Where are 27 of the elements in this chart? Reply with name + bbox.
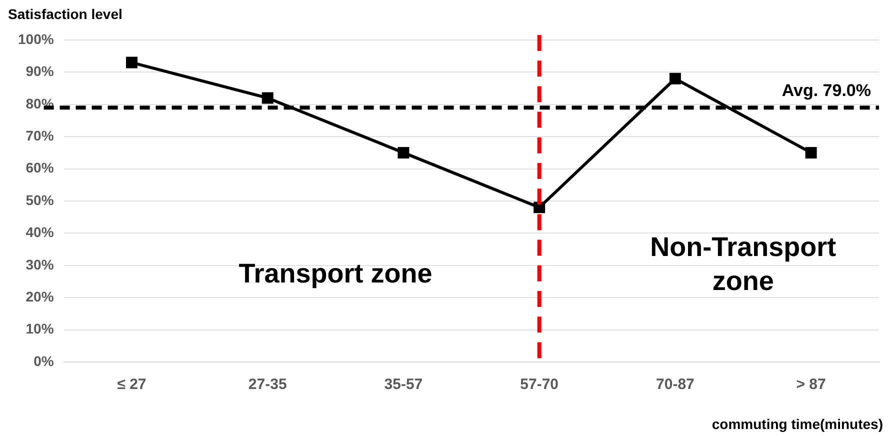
point [126, 56, 138, 68]
y-tick-label: 60% [26, 160, 54, 176]
y-tick-label: 90% [26, 63, 54, 80]
y-tick-label: 30% [26, 256, 54, 272]
point [398, 146, 410, 158]
annotation: Transport zone [238, 258, 432, 289]
point [805, 146, 817, 158]
y-tick-label: 100% [18, 30, 54, 47]
y-tick-label: 10% [26, 320, 54, 337]
y-tick-label: 20% [26, 288, 54, 304]
point [669, 72, 681, 84]
y-tick-label: 0% [34, 352, 54, 369]
y-tick-label: 70% [26, 127, 54, 144]
y-tick-label: 50% [26, 192, 54, 208]
point [534, 202, 546, 214]
x-tick-label: 27-35 [248, 376, 287, 394]
x-tick-label: 70-87 [656, 376, 694, 394]
point [262, 92, 274, 104]
x-tick-label: ≤ 27 [117, 376, 146, 394]
ref-line-label: Avg. 79.0% [782, 80, 871, 100]
x-tick-label: 57-70 [520, 376, 559, 394]
annotation: Non-Transport zone [650, 232, 836, 296]
y-axis-title: Satisfaction level [8, 6, 122, 22]
x-tick-label: 35-57 [384, 376, 423, 394]
y-tick-label: 40% [26, 224, 54, 240]
x-axis-title: commuting time(minutes) [712, 416, 883, 432]
x-tick-label: > 87 [796, 376, 826, 394]
